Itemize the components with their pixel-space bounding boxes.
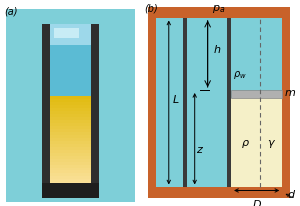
Bar: [42, 25, 50, 185]
Bar: [42, 183, 99, 198]
Bar: [50, 141, 91, 144]
Bar: [50, 144, 91, 147]
Bar: [50, 162, 91, 165]
Bar: [50, 150, 91, 153]
Bar: [183, 19, 188, 187]
Bar: [50, 114, 91, 118]
Bar: [50, 182, 91, 185]
Text: $\gamma$: $\gamma$: [266, 137, 276, 149]
Bar: [231, 99, 282, 187]
Bar: [231, 91, 282, 99]
Bar: [50, 108, 91, 112]
Text: $h$: $h$: [212, 42, 221, 54]
Bar: [50, 138, 91, 141]
Bar: [50, 105, 91, 109]
Bar: [50, 135, 91, 138]
Bar: [50, 129, 91, 132]
Text: $d$: $d$: [287, 187, 296, 199]
Bar: [54, 29, 79, 39]
Bar: [50, 153, 91, 156]
Text: $L$: $L$: [172, 93, 180, 105]
Bar: [227, 19, 231, 187]
Bar: [156, 19, 282, 187]
Bar: [50, 99, 91, 103]
Bar: [50, 167, 91, 171]
Bar: [50, 97, 91, 100]
Bar: [50, 111, 91, 115]
Bar: [148, 8, 156, 198]
Text: $m$: $m$: [284, 88, 296, 98]
Text: $\rho$: $\rho$: [241, 137, 250, 149]
Bar: [50, 126, 91, 129]
Bar: [50, 117, 91, 121]
Bar: [50, 103, 91, 106]
Bar: [50, 158, 91, 162]
Text: (a): (a): [4, 6, 18, 16]
Bar: [148, 187, 290, 198]
Text: $z$: $z$: [196, 144, 204, 154]
Bar: [50, 173, 91, 177]
Bar: [50, 132, 91, 135]
Text: $\rho_w$: $\rho_w$: [233, 68, 247, 80]
Text: $p_a$: $p_a$: [212, 3, 226, 15]
Bar: [50, 179, 91, 183]
Bar: [50, 170, 91, 174]
Text: (b): (b): [145, 3, 158, 13]
Text: $D$: $D$: [252, 197, 262, 206]
Bar: [282, 8, 290, 198]
Bar: [148, 8, 290, 19]
Bar: [50, 147, 91, 150]
Bar: [50, 164, 91, 168]
Bar: [50, 123, 91, 126]
Bar: [91, 25, 99, 185]
Bar: [50, 25, 91, 45]
Bar: [50, 176, 91, 179]
Bar: [50, 25, 91, 97]
Bar: [50, 156, 91, 159]
Bar: [50, 120, 91, 124]
